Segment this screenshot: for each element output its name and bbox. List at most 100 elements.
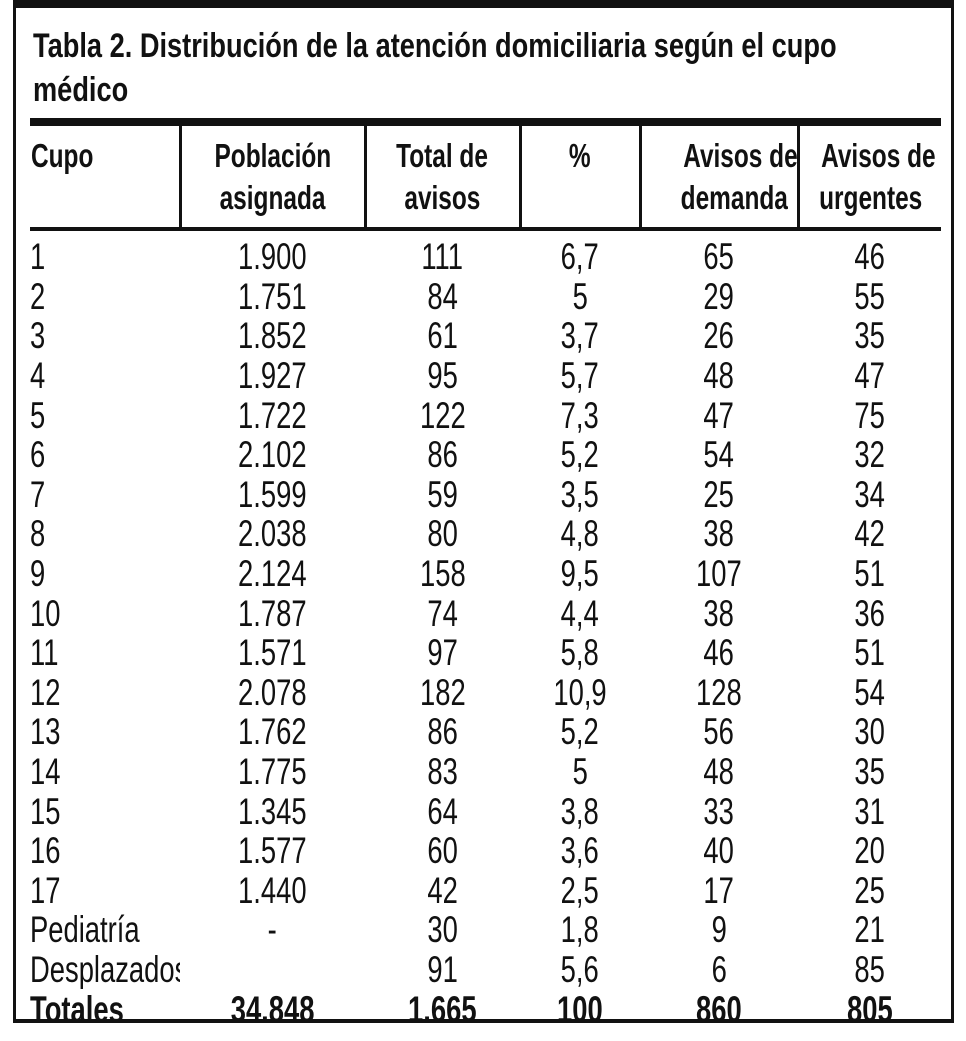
- header-cupo: Cupo: [30, 122, 180, 231]
- cell-total-avisos: 42: [427, 870, 458, 911]
- cell-poblacion-asignada: 1.577: [238, 830, 307, 871]
- table-row: 8 2.038 80 4,8 38 42: [30, 514, 941, 554]
- table-row: 3 1.852 61 3,7 26 35: [30, 316, 941, 356]
- cell-cupo: 8: [30, 514, 46, 554]
- cell-total-avisos: 95: [427, 355, 458, 396]
- cell-avisos-demanda: 29: [703, 276, 735, 317]
- cell-avisos-demanda: 40: [703, 830, 735, 871]
- table-row: Desplazados 91 5,6 6 85: [30, 950, 941, 990]
- cell-cupo: 2: [30, 276, 46, 317]
- cell-poblacion-asignada: 1.787: [238, 593, 307, 633]
- cell-avisos-urgentes: 20: [854, 830, 885, 871]
- cell-poblacion-asignada: 1.345: [238, 791, 307, 831]
- cell-avisos-demanda: 26: [703, 316, 735, 356]
- cell-porcentaje: 5: [572, 751, 588, 792]
- table-row: 12 2.078 182 10,9 128 54: [30, 673, 941, 713]
- header-avisos-demanda: Avisos de demanda: [638, 122, 798, 231]
- cell-porcentaje: 5,6: [560, 949, 600, 990]
- cell-avisos-urgentes: 21: [854, 910, 885, 950]
- cell-avisos-urgentes: 46: [854, 236, 885, 277]
- cell-total-avisos: 122: [419, 395, 466, 435]
- header-avisos-urgentes: Avisos de urgentes: [796, 122, 941, 231]
- cell-avisos-urgentes: 805: [846, 989, 893, 1023]
- cell-porcentaje: 3,7: [560, 316, 600, 356]
- cell-avisos-urgentes: 47: [854, 355, 885, 396]
- cell-total-avisos: 59: [427, 474, 458, 515]
- cell-cupo: Pediatría: [30, 910, 140, 950]
- cell-porcentaje: 2,5: [560, 870, 600, 911]
- cell-porcentaje: 1,8: [560, 910, 600, 950]
- cell-avisos-urgentes: 36: [854, 593, 885, 633]
- cell-avisos-demanda: 46: [703, 632, 735, 673]
- cell-cupo: 3: [30, 316, 46, 356]
- cell-poblacion-asignada: 34.848: [230, 989, 315, 1023]
- cell-total-avisos: 111: [421, 236, 464, 277]
- cell-total-avisos: 86: [427, 712, 458, 752]
- cell-cupo: 9: [30, 553, 46, 594]
- cell-avisos-demanda: 54: [703, 434, 735, 475]
- cell-porcentaje: 7,3: [560, 395, 600, 435]
- cell-avisos-urgentes: 51: [854, 553, 885, 594]
- cell-cupo: 17: [30, 870, 61, 911]
- cell-avisos-demanda: 65: [703, 236, 735, 277]
- cell-total-avisos: 74: [427, 593, 458, 633]
- cell-cupo: 5: [30, 395, 46, 435]
- cell-porcentaje: 3,6: [560, 830, 600, 871]
- cell-total-avisos: 60: [427, 830, 458, 871]
- cell-total-avisos: 86: [427, 434, 458, 475]
- cell-avisos-demanda: 48: [703, 751, 735, 792]
- cell-cupo: Desplazados: [30, 949, 180, 990]
- cell-total-avisos: 64: [427, 791, 458, 831]
- table-row: 7 1.599 59 3,5 25 34: [30, 475, 941, 515]
- cell-avisos-demanda: 33: [703, 791, 735, 831]
- cell-total-avisos: 1.665: [408, 989, 477, 1023]
- table-title-line-1: Tabla 2. Distribución de la atención dom…: [33, 27, 837, 65]
- cell-poblacion-asignada: 1.762: [238, 712, 307, 752]
- cell-avisos-demanda: 38: [703, 593, 735, 633]
- cell-poblacion-asignada: 1.927: [238, 355, 307, 396]
- table-row: Pediatría - 30 1,8 9 21: [30, 910, 941, 950]
- cell-avisos-urgentes: 35: [854, 751, 885, 792]
- cell-cupo: 14: [30, 751, 61, 792]
- cell-cupo: 12: [30, 672, 61, 713]
- cell-poblacion-asignada: 1.775: [238, 751, 307, 792]
- table-body: 1 1.900 111 6,7 65 46 2 1.751 84 5 29 55…: [30, 229, 941, 1023]
- cell-total-avisos: 83: [427, 751, 458, 792]
- table-row: Totales 34.848 1.665 100 860 805: [30, 989, 941, 1023]
- table-card: Tabla 2. Distribución de la atención dom…: [13, 0, 954, 1023]
- cell-poblacion-asignada: 1.722: [238, 395, 307, 435]
- cell-avisos-urgentes: 32: [854, 434, 885, 475]
- table-row: 16 1.577 60 3,6 40 20: [30, 831, 941, 871]
- cell-poblacion-asignada: 1.599: [238, 474, 307, 515]
- cell-avisos-demanda: 38: [703, 514, 735, 554]
- cell-cupo: 4: [30, 355, 46, 396]
- cell-cupo: 1: [30, 236, 46, 277]
- table-title: Tabla 2. Distribución de la atención dom…: [33, 24, 941, 112]
- table-row: 1 1.900 111 6,7 65 46: [30, 229, 941, 277]
- cell-cupo: 16: [30, 830, 61, 871]
- cell-porcentaje: 9,5: [560, 553, 600, 594]
- table-row: 2 1.751 84 5 29 55: [30, 277, 941, 317]
- cell-poblacion-asignada: 1.440: [238, 870, 307, 911]
- cell-poblacion-asignada: 1.900: [238, 236, 307, 277]
- cell-avisos-demanda: 9: [711, 910, 727, 950]
- cell-avisos-urgentes: 34: [854, 474, 885, 515]
- table-title-line-2: médico: [33, 71, 129, 109]
- table-row: 14 1.775 83 5 48 35: [30, 752, 941, 792]
- cell-porcentaje: 10,9: [553, 672, 607, 713]
- cell-cupo: 15: [30, 791, 61, 831]
- cell-avisos-urgentes: 85: [854, 949, 885, 990]
- cell-porcentaje: 5,7: [560, 355, 600, 396]
- cell-avisos-urgentes: 51: [854, 632, 885, 673]
- cell-avisos-demanda: 128: [696, 672, 742, 713]
- cell-poblacion-asignada: 1.751: [238, 276, 307, 317]
- table-row: 9 2.124 158 9,5 107 51: [30, 554, 941, 594]
- cell-poblacion-asignada: 2.078: [238, 672, 307, 713]
- cell-porcentaje: 100: [557, 989, 603, 1023]
- cell-porcentaje: 5: [572, 276, 588, 317]
- cell-avisos-urgentes: 55: [854, 276, 885, 317]
- cell-poblacion-asignada: -: [267, 910, 278, 950]
- cell-cupo: 10: [30, 593, 61, 633]
- cell-porcentaje: 4,8: [560, 514, 600, 554]
- cell-cupo: 7: [30, 474, 46, 515]
